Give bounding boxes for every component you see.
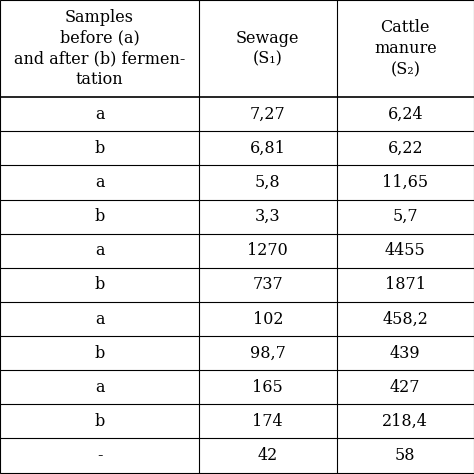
Text: a: a — [95, 310, 104, 328]
Text: a: a — [95, 174, 104, 191]
Text: Sewage
(S₁): Sewage (S₁) — [236, 30, 300, 67]
Text: Samples
before (a)
and after (b) fermen-
tation: Samples before (a) and after (b) fermen-… — [14, 9, 185, 89]
Text: 427: 427 — [390, 379, 420, 396]
Text: 5,7: 5,7 — [392, 208, 418, 225]
Text: 58: 58 — [395, 447, 416, 464]
Text: 42: 42 — [258, 447, 278, 464]
Text: 4455: 4455 — [385, 242, 426, 259]
Text: 5,8: 5,8 — [255, 174, 281, 191]
Text: 174: 174 — [253, 413, 283, 430]
Text: 439: 439 — [390, 345, 420, 362]
Text: b: b — [94, 345, 105, 362]
Text: 11,65: 11,65 — [382, 174, 428, 191]
Text: b: b — [94, 413, 105, 430]
Text: 3,3: 3,3 — [255, 208, 281, 225]
Text: 737: 737 — [253, 276, 283, 293]
Text: a: a — [95, 106, 104, 123]
Text: 98,7: 98,7 — [250, 345, 286, 362]
Text: b: b — [94, 208, 105, 225]
Text: -: - — [97, 447, 102, 464]
Text: 6,81: 6,81 — [250, 140, 286, 157]
Text: a: a — [95, 242, 104, 259]
Text: 6,22: 6,22 — [387, 140, 423, 157]
Text: 1270: 1270 — [247, 242, 288, 259]
Text: b: b — [94, 140, 105, 157]
Text: 1871: 1871 — [385, 276, 426, 293]
Text: 458,2: 458,2 — [383, 310, 428, 328]
Text: b: b — [94, 276, 105, 293]
Text: 102: 102 — [253, 310, 283, 328]
Text: a: a — [95, 379, 104, 396]
Text: 6,24: 6,24 — [387, 106, 423, 123]
Text: 218,4: 218,4 — [383, 413, 428, 430]
Text: 7,27: 7,27 — [250, 106, 286, 123]
Text: Cattle
manure
(S₂): Cattle manure (S₂) — [374, 19, 437, 78]
Text: 165: 165 — [253, 379, 283, 396]
